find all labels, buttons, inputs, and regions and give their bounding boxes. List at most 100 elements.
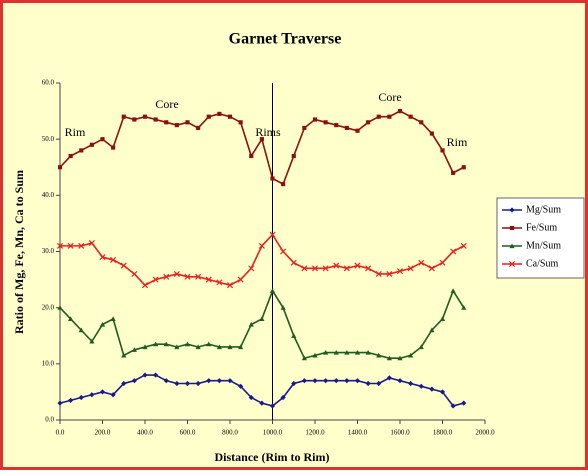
data-point <box>163 341 169 347</box>
legend-label: Ca/Sum <box>526 258 558 269</box>
data-point <box>68 153 73 159</box>
x-tick-label: 1400.0 <box>348 429 368 437</box>
data-point <box>238 344 244 350</box>
data-point <box>429 327 435 333</box>
x-tick-label: 1200.0 <box>305 429 325 437</box>
data-point <box>68 316 74 321</box>
data-point <box>397 355 403 361</box>
data-point <box>67 242 74 249</box>
data-point <box>99 389 106 395</box>
data-point <box>281 182 286 187</box>
data-point <box>269 403 276 409</box>
data-point <box>259 400 265 406</box>
data-point <box>121 352 127 358</box>
y-tick-label: 0.0 <box>45 416 54 424</box>
data-point <box>439 259 446 266</box>
data-point <box>131 347 137 352</box>
data-point <box>355 128 360 133</box>
data-point <box>249 153 254 159</box>
data-point <box>334 123 339 128</box>
data-point <box>121 114 126 119</box>
data-point <box>397 378 403 384</box>
data-point <box>312 378 318 384</box>
data-point <box>290 259 297 266</box>
data-point <box>439 316 446 321</box>
data-point <box>78 327 84 333</box>
data-point <box>153 372 159 378</box>
data-point <box>312 352 318 358</box>
data-point <box>195 273 202 280</box>
data-point <box>408 380 414 387</box>
data-point <box>68 397 74 403</box>
data-point <box>323 350 329 355</box>
data-point <box>153 117 158 122</box>
data-point <box>333 378 339 384</box>
data-point <box>195 344 201 350</box>
data-point <box>291 153 296 159</box>
data-point <box>206 114 211 119</box>
data-point <box>418 383 424 389</box>
data-point <box>270 176 275 181</box>
data-point <box>248 394 254 401</box>
data-point <box>366 120 371 125</box>
data-point <box>461 305 467 310</box>
legend-label: Fe/Sum <box>526 222 557 233</box>
data-point <box>259 316 265 321</box>
data-point <box>450 288 456 293</box>
y-tick-label: 30.0 <box>42 247 55 255</box>
data-point <box>386 375 392 381</box>
data-point <box>163 273 170 280</box>
data-point <box>259 137 264 142</box>
annotation: Rims <box>255 125 281 139</box>
data-point <box>110 316 116 321</box>
x-tick-label: 800.0 <box>222 429 238 437</box>
data-point <box>407 265 414 272</box>
data-point <box>450 403 456 409</box>
data-point <box>227 378 233 384</box>
data-point <box>408 114 413 119</box>
data-point <box>301 355 307 361</box>
data-point <box>216 279 223 286</box>
data-point <box>375 270 382 277</box>
data-point <box>217 111 222 116</box>
data-point <box>152 276 159 283</box>
data-point <box>89 392 95 398</box>
data-point <box>301 378 307 384</box>
legend-label: Mn/Sum <box>526 240 561 251</box>
x-tick-label: 0.0 <box>56 429 65 437</box>
legend-marker <box>509 243 515 249</box>
data-point <box>248 321 254 327</box>
x-tick-label: 1800.0 <box>433 429 453 437</box>
data-point <box>461 165 466 170</box>
data-point <box>408 352 414 358</box>
data-point <box>184 380 191 387</box>
data-point <box>238 383 244 389</box>
data-point <box>439 389 446 395</box>
data-point <box>88 240 95 247</box>
data-point <box>291 380 297 387</box>
legend-label: Mg/Sum <box>526 204 561 215</box>
y-tick-label: 20.0 <box>42 303 55 311</box>
data-point <box>440 148 445 153</box>
data-point <box>195 380 201 387</box>
data-point <box>78 394 84 401</box>
data-point <box>142 372 148 378</box>
data-point <box>376 380 382 387</box>
data-point <box>142 114 148 119</box>
data-point <box>450 248 457 255</box>
data-point <box>174 380 180 387</box>
data-point <box>163 378 169 384</box>
data-point <box>142 344 148 350</box>
data-point <box>216 378 222 384</box>
x-tick-label: 1000.0 <box>263 429 283 437</box>
data-point <box>365 265 372 272</box>
data-point <box>312 117 318 122</box>
data-point <box>397 109 403 114</box>
data-point <box>227 344 233 350</box>
data-point <box>460 242 467 249</box>
data-point <box>386 270 393 277</box>
annotation: Rim <box>447 135 468 149</box>
data-point <box>354 378 361 384</box>
data-point <box>344 125 349 131</box>
data-point <box>153 341 159 347</box>
